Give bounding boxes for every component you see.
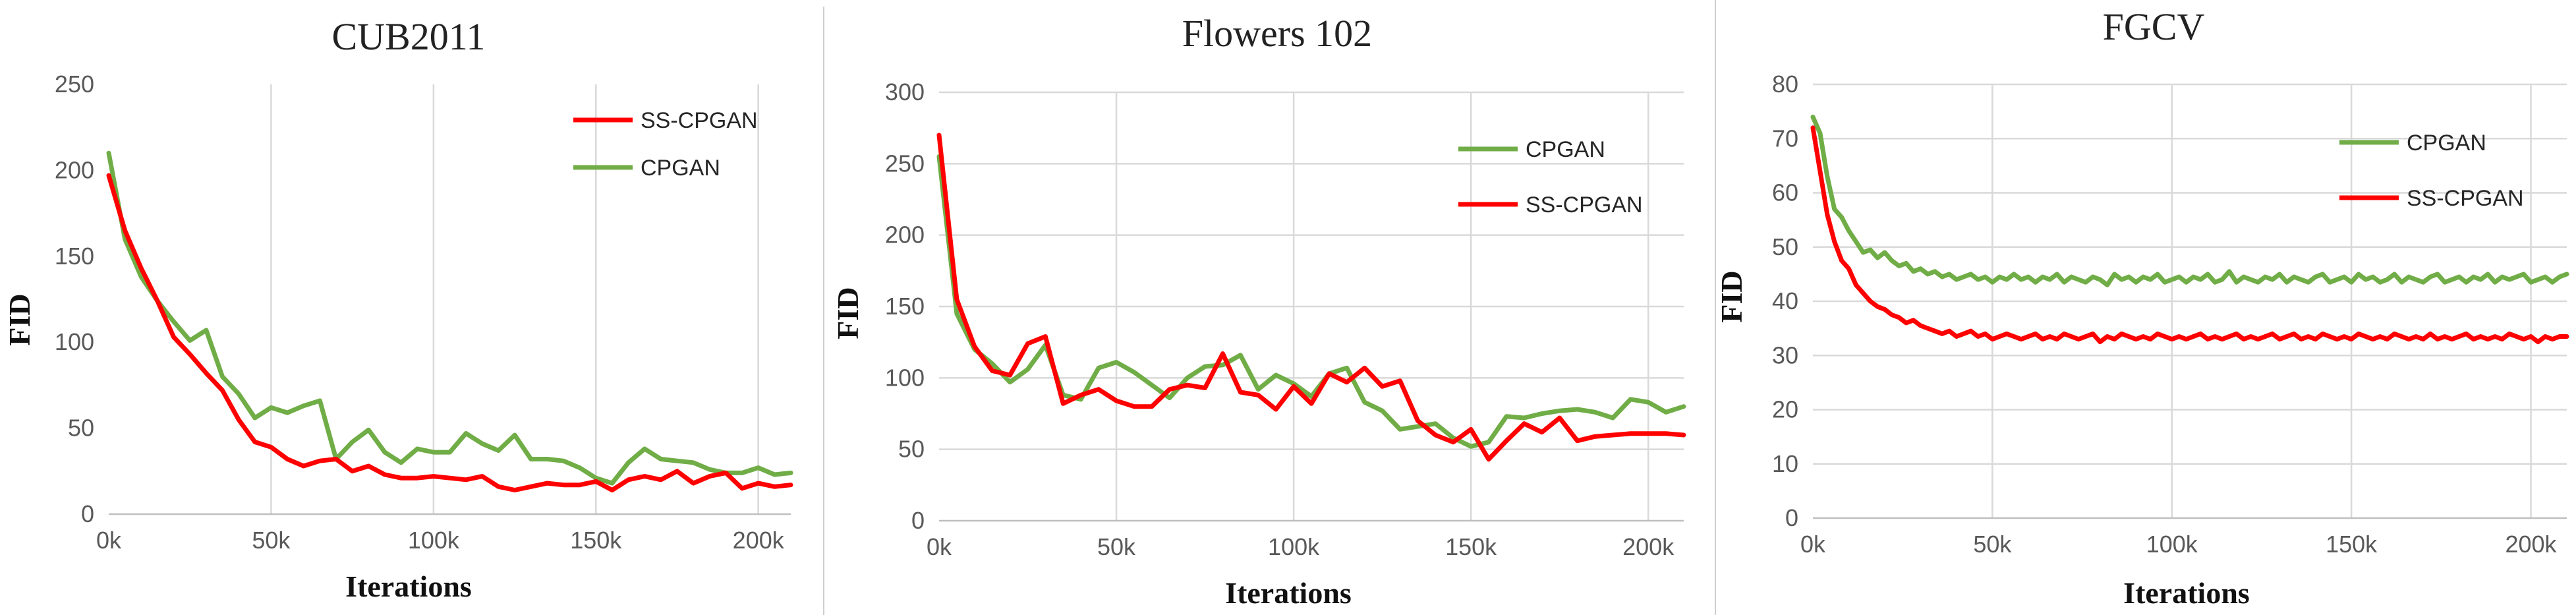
y-tick-label: 200 — [55, 156, 94, 183]
x-tick-label: 150k — [1445, 533, 1497, 560]
legend-label: CPGAN — [641, 156, 720, 181]
y-axis-title: FID — [831, 287, 865, 339]
legend: SS-CPGAN CPGAN — [573, 108, 758, 181]
chart-panel-fgcv: FGCV Iterations FID 0k 50k 100k 150k 200k 0 10… — [1715, 5, 2569, 610]
x-tick-label: 0k — [1800, 531, 1826, 558]
y-axis-title: FID — [1715, 270, 1748, 322]
gridlines — [1813, 83, 2567, 519]
x-tick-label: 150k — [2326, 531, 2378, 558]
y-tick-label: 50 — [68, 415, 94, 442]
x-tick-label: 200k — [2505, 531, 2557, 558]
x-tick-label: 200k — [1622, 533, 1674, 560]
legend-label: CPGAN — [1526, 137, 1605, 162]
y-tick-label: 60 — [1772, 179, 1798, 206]
x-tick-label: 200k — [733, 527, 785, 554]
series-line-ss-cpgan — [106, 173, 793, 492]
y-tick-label: 0 — [911, 507, 925, 534]
gridlines — [939, 91, 1684, 522]
series-lines — [936, 132, 1686, 462]
series-lines — [1810, 114, 2569, 345]
x-tick-label: 50k — [1097, 533, 1136, 560]
series-line-cpgan — [106, 150, 793, 486]
y-tick-label: 20 — [1772, 396, 1798, 423]
chart-title: CUB2011 — [331, 15, 485, 58]
tick-labels: 0k 50k 100k 150k 200k 0 50 100 150 200 250 — [55, 71, 785, 554]
chart-title: FGCV — [2103, 5, 2205, 48]
legend-label: CPGAN — [2407, 131, 2486, 156]
series-lines — [106, 150, 793, 492]
gridlines — [109, 84, 791, 515]
x-tick-label: 100k — [408, 527, 460, 554]
x-axis-title: Iterations — [2123, 576, 2250, 610]
legend-label: SS-CPGAN — [1526, 192, 1643, 218]
y-tick-label: 100 — [885, 364, 925, 391]
chart-panel-cub2011: CUB2011 Iterations FID 0k 50k 100k 150k 200k… — [3, 15, 793, 603]
y-tick-label: 200 — [885, 221, 925, 249]
y-tick-label: 50 — [898, 436, 925, 463]
y-tick-label: 50 — [1772, 233, 1798, 260]
series-line-cpgan — [1810, 114, 2569, 287]
y-tick-label: 80 — [1772, 71, 1798, 98]
x-tick-label: 0k — [96, 527, 122, 554]
legend-label: SS-CPGAN — [641, 108, 758, 133]
y-tick-label: 0 — [1785, 504, 1798, 531]
tick-labels: 0k 50k 100k 150k 200k 0 10 20 30 40 50 60 70 80 — [1772, 71, 2558, 558]
y-tick-label: 0 — [81, 500, 94, 527]
x-tick-label: 50k — [252, 527, 291, 554]
x-tick-label: 100k — [2146, 531, 2198, 558]
chart-title: Flowers 102 — [1182, 12, 1372, 55]
y-tick-label: 30 — [1772, 341, 1798, 368]
y-tick-label: 250 — [885, 150, 925, 177]
series-line-ss-cpgan — [936, 132, 1686, 462]
y-tick-label: 150 — [885, 293, 925, 320]
y-tick-label: 40 — [1772, 287, 1798, 314]
x-axis-title: Iterations — [1225, 576, 1352, 610]
chart-panel-flowers-102: Flowers 102 Iterations FID 0k 50k 100k 150k… — [831, 12, 1686, 610]
x-tick-label: 150k — [570, 527, 622, 554]
x-tick-label: 0k — [927, 533, 952, 560]
y-axis-title: FID — [3, 293, 36, 345]
y-tick-label: 70 — [1772, 125, 1798, 152]
y-tick-label: 100 — [55, 328, 94, 355]
x-tick-label: 100k — [1268, 533, 1320, 560]
legend: CPGAN SS-CPGAN — [2339, 131, 2524, 211]
y-tick-label: 10 — [1772, 450, 1798, 477]
tick-labels: 0k 50k 100k 150k 200k 0 50 100 150 200 250 300 — [885, 78, 1674, 560]
series-line-ss-cpgan — [1810, 125, 2569, 345]
y-tick-label: 250 — [55, 71, 94, 98]
x-tick-label: 50k — [1973, 531, 2012, 558]
y-tick-label: 150 — [55, 243, 94, 270]
x-axis-title: Iterations — [345, 570, 472, 603]
legend: CPGAN SS-CPGAN — [1458, 137, 1643, 218]
legend-label: SS-CPGAN — [2407, 186, 2524, 211]
y-tick-label: 300 — [885, 78, 925, 105]
